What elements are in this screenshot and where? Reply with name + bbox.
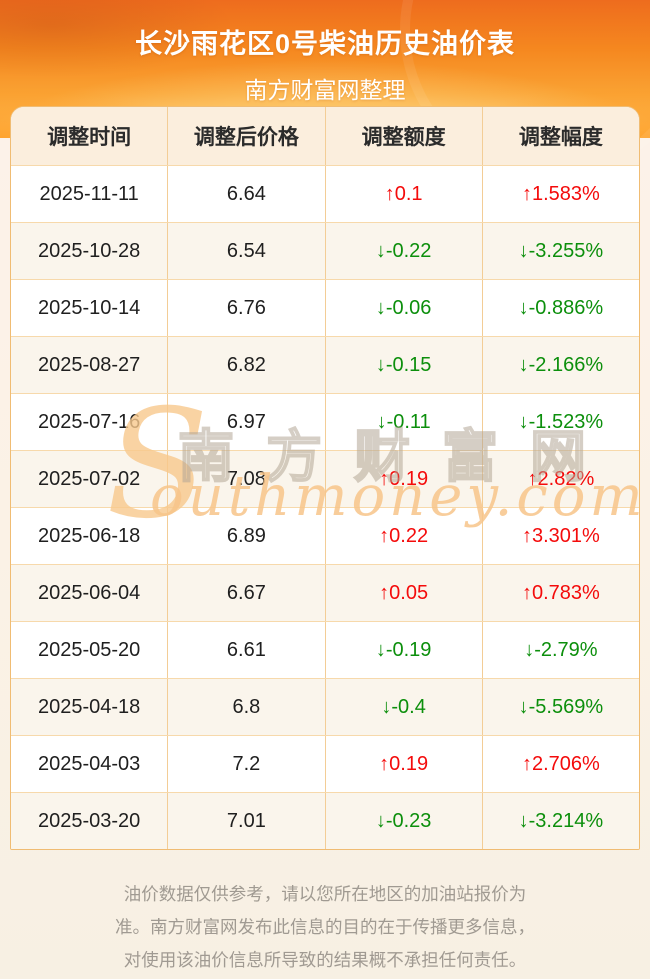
cell-adjust-percent: ↑2.706% bbox=[521, 752, 600, 775]
cell-adjust-amount: ↓-0.23 bbox=[326, 793, 483, 849]
cell-adjust-date: 2025-10-28 bbox=[11, 223, 169, 279]
table-row: 2025-06-18 6.89 ↑0.22 ↑3.301% bbox=[11, 507, 639, 564]
table-row: 2025-08-27 6.82 ↓-0.15 ↓-2.166% bbox=[11, 336, 639, 393]
price-table: 调整时间 调整后价格 调整额度 调整幅度 2025-11-11 6.64 ↑0.… bbox=[10, 106, 640, 850]
cell-adjust-percent: ↓-2.166% bbox=[518, 353, 604, 376]
header-adjust-date: 调整时间 bbox=[11, 107, 169, 165]
cell-adjust-percent: ↑0.783% bbox=[521, 581, 600, 604]
cell-adjusted-price: 6.54 bbox=[168, 223, 326, 279]
table-row: 2025-10-28 6.54 ↓-0.22 ↓-3.255% bbox=[11, 222, 639, 279]
cell-adjust-date: 2025-10-14 bbox=[11, 280, 169, 336]
cell-adjusted-price: 7.2 bbox=[168, 736, 326, 792]
cell-adjust-date: 2025-06-04 bbox=[11, 565, 169, 621]
cell-adjust-amount: ↑0.19 bbox=[326, 451, 483, 507]
cell-adjust-date: 2025-06-18 bbox=[11, 508, 169, 564]
cell-adjusted-price: 6.97 bbox=[168, 394, 326, 450]
cell-adjusted-price: 6.76 bbox=[168, 280, 326, 336]
table-row: 2025-04-03 7.2 ↑0.19 ↑2.706% bbox=[11, 735, 639, 792]
cell-adjusted-price: 6.82 bbox=[168, 337, 326, 393]
cell-adjusted-price: 6.61 bbox=[168, 622, 326, 678]
cell-adjust-percent: ↑1.583% bbox=[521, 182, 600, 205]
cell-adjust-percent: ↓-2.79% bbox=[524, 638, 598, 661]
disclaimer-line: 对使用该油价信息所导致的结果概不承担任何责任。 bbox=[123, 950, 527, 970]
cell-adjusted-price: 6.8 bbox=[168, 679, 326, 735]
cell-adjust-amount: ↓-0.11 bbox=[326, 394, 483, 450]
header-adjust-percent: 调整幅度 bbox=[518, 126, 603, 149]
cell-adjusted-price: 7.08 bbox=[168, 451, 326, 507]
table-row: 2025-10-14 6.76 ↓-0.06 ↓-0.886% bbox=[11, 279, 639, 336]
cell-adjust-amount: ↓-0.22 bbox=[326, 223, 483, 279]
cell-adjust-percent: ↓-5.569% bbox=[518, 695, 604, 718]
disclaimer-line: 准。南方财富网发布此信息的目的在于传播更多信息， bbox=[115, 917, 535, 937]
cell-adjust-amount: ↑0.22 bbox=[326, 508, 483, 564]
cell-adjust-amount: ↑0.1 bbox=[326, 166, 483, 222]
header-adjusted-price: 调整后价格 bbox=[168, 107, 326, 165]
cell-adjust-amount: ↓-0.4 bbox=[326, 679, 483, 735]
cell-adjust-percent: ↓-3.214% bbox=[518, 809, 604, 832]
cell-adjust-amount: ↑0.05 bbox=[326, 565, 483, 621]
cell-adjust-date: 2025-07-16 bbox=[11, 394, 169, 450]
cell-adjust-date: 2025-04-03 bbox=[11, 736, 169, 792]
cell-adjust-date: 2025-11-11 bbox=[11, 166, 169, 222]
table-row: 2025-04-18 6.8 ↓-0.4 ↓-5.569% bbox=[11, 678, 639, 735]
cell-adjusted-price: 6.67 bbox=[168, 565, 326, 621]
cell-adjusted-price: 7.01 bbox=[168, 793, 326, 849]
header-adjust-amount: 调整额度 bbox=[326, 107, 483, 165]
disclaimer: 油价数据仅供参考，请以您所在地区的加油站报价为 准。南方财富网发布此信息的目的在… bbox=[32, 878, 618, 977]
cell-adjust-amount: ↑0.19 bbox=[326, 736, 483, 792]
table-row: 2025-07-02 7.08 ↑0.19 ↑2.82% bbox=[11, 450, 639, 507]
table-row: 2025-06-04 6.67 ↑0.05 ↑0.783% bbox=[11, 564, 639, 621]
table-row: 2025-05-20 6.61 ↓-0.19 ↓-2.79% bbox=[11, 621, 639, 678]
cell-adjust-date: 2025-08-27 bbox=[11, 337, 169, 393]
cell-adjust-amount: ↓-0.06 bbox=[326, 280, 483, 336]
table-header-row: 调整时间 调整后价格 调整额度 调整幅度 bbox=[11, 107, 639, 165]
cell-adjust-date: 2025-03-20 bbox=[11, 793, 169, 849]
cell-adjust-percent: ↑3.301% bbox=[521, 524, 600, 547]
cell-adjust-percent: ↓-3.255% bbox=[518, 239, 604, 262]
cell-adjust-date: 2025-04-18 bbox=[11, 679, 169, 735]
cell-adjust-percent: ↓-0.886% bbox=[518, 296, 604, 319]
table-row: 2025-11-11 6.64 ↑0.1 ↑1.583% bbox=[11, 165, 639, 222]
cell-adjusted-price: 6.64 bbox=[168, 166, 326, 222]
cell-adjust-amount: ↓-0.15 bbox=[326, 337, 483, 393]
table-row: 2025-03-20 7.01 ↓-0.23 ↓-3.214% bbox=[11, 792, 639, 849]
cell-adjust-date: 2025-05-20 bbox=[11, 622, 169, 678]
cell-adjust-date: 2025-07-02 bbox=[11, 451, 169, 507]
page-subtitle: 南方财富网整理 bbox=[244, 77, 406, 103]
cell-adjust-percent: ↑2.82% bbox=[527, 467, 595, 490]
table-row: 2025-07-16 6.97 ↓-0.11 ↓-1.523% bbox=[11, 393, 639, 450]
cell-adjust-amount: ↓-0.19 bbox=[326, 622, 483, 678]
disclaimer-line: 油价数据仅供参考，请以您所在地区的加油站报价为 bbox=[123, 884, 527, 904]
table-body: 2025-11-11 6.64 ↑0.1 ↑1.583% 2025-10-28 … bbox=[11, 165, 639, 849]
cell-adjusted-price: 6.89 bbox=[168, 508, 326, 564]
cell-adjust-percent: ↓-1.523% bbox=[518, 410, 604, 433]
